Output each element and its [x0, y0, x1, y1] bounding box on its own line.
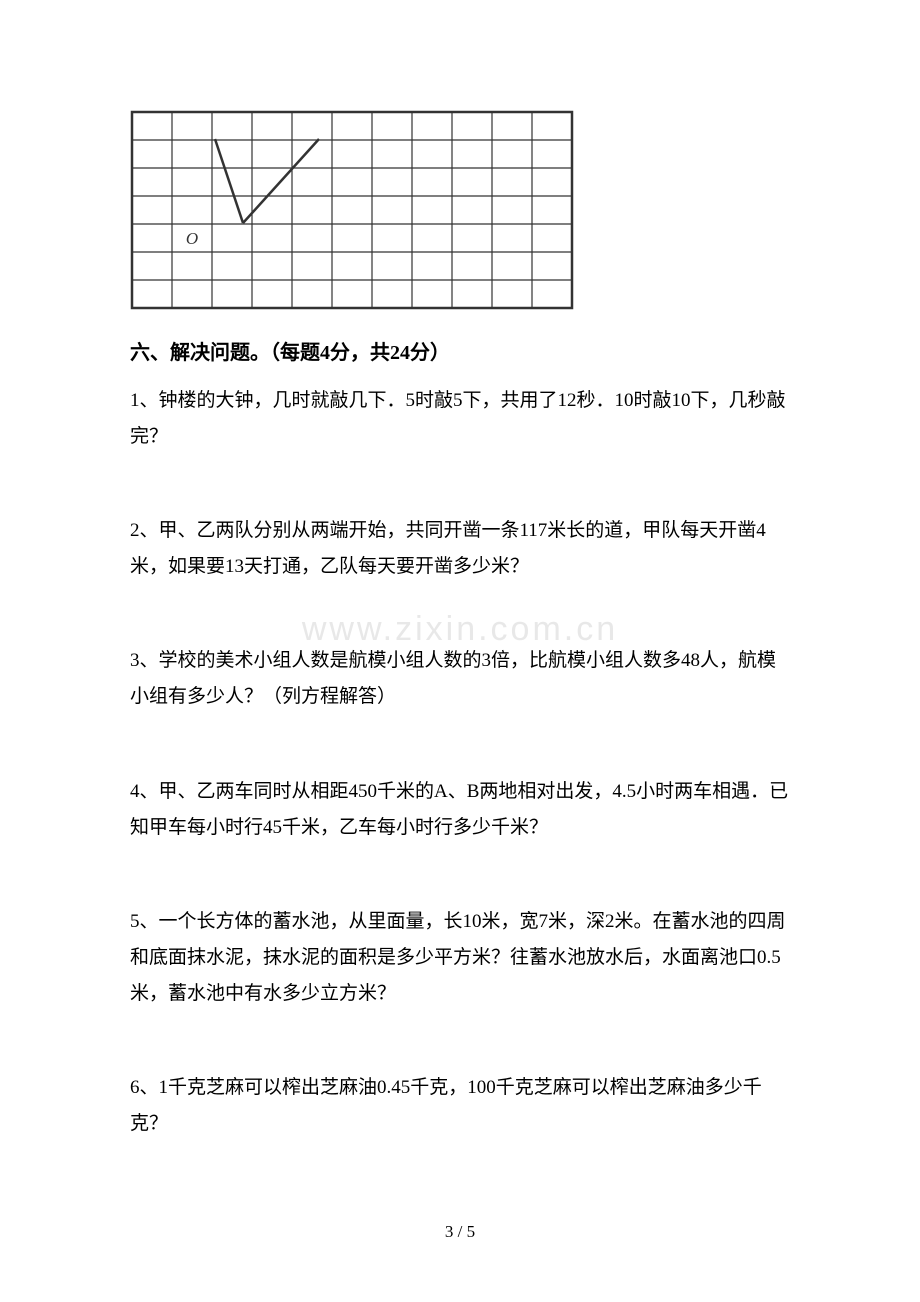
question-5: 5、一个长方体的蓄水池，从里面量，长10米，宽7米，深2米。在蓄水池的四周和底面… — [130, 904, 790, 1012]
question-6: 6、1千克芝麻可以榨出芝麻油0.45千克，100千克芝麻可以榨出芝麻油多少千克？ — [130, 1070, 790, 1142]
svg-text:O: O — [186, 229, 198, 248]
question-2: 2、甲、乙两队分别从两端开始，共同开凿一条117米长的道，甲队每天开凿4米，如果… — [130, 513, 790, 585]
question-3: 3、学校的美术小组人数是航模小组人数的3倍，比航模小组人数多48人，航模小组有多… — [130, 643, 790, 715]
grid-svg: O — [130, 110, 574, 310]
question-4: 4、甲、乙两车同时从相距450千米的A、B两地相对出发，4.5小时两车相遇．已知… — [130, 774, 790, 846]
page-number: 3 / 5 — [445, 1222, 475, 1242]
grid-figure: O — [130, 110, 790, 315]
question-1: 1、钟楼的大钟，几时就敲几下．5时敲5下，共用了12秒．10时敲10下，几秒敲完… — [130, 383, 790, 455]
section-heading: 六、解决问题。（每题4分，共24分） — [130, 337, 790, 369]
